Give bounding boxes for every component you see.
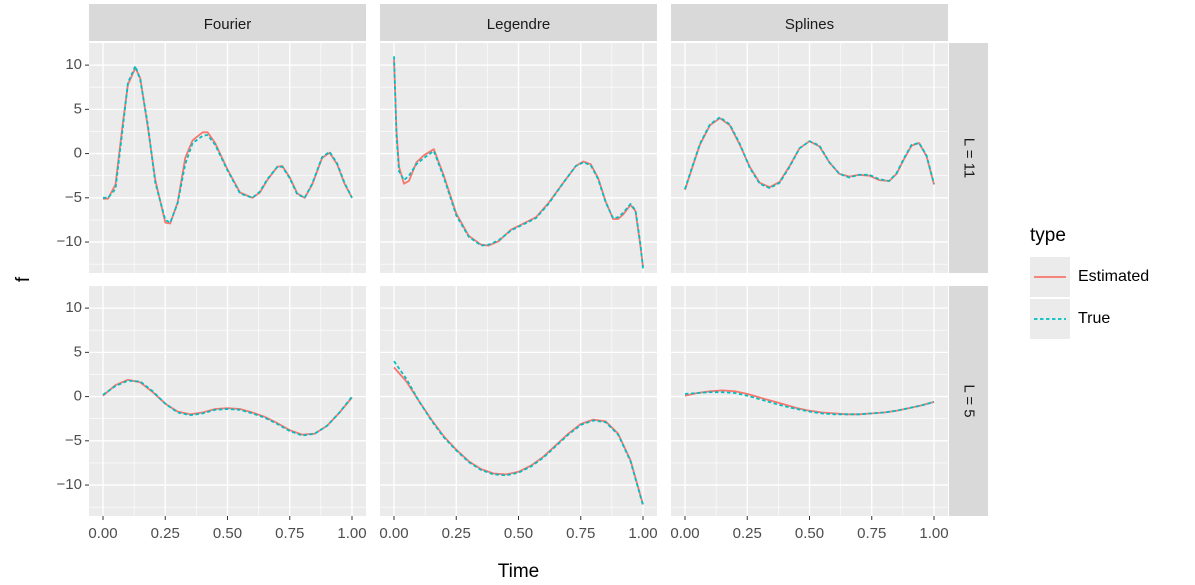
- row-strip-l11: [949, 43, 988, 273]
- x-tick-label: 1.00: [919, 525, 948, 542]
- y-tick-label: −10: [57, 476, 82, 493]
- x-tick-label: 1.00: [337, 525, 366, 542]
- y-tick-label: 10: [65, 56, 82, 73]
- facet-label-legendre: Legendre: [487, 16, 550, 33]
- facet-label-fourier: Fourier: [204, 16, 252, 33]
- x-tick-label: 0.50: [504, 525, 533, 542]
- x-tick-label: 0.50: [795, 525, 824, 542]
- x-tick-label: 0.50: [213, 525, 242, 542]
- facet-strip-legendre: [380, 4, 657, 41]
- x-tick-label: 0.00: [670, 525, 699, 542]
- facet-strip-fourier: [89, 4, 366, 41]
- y-tick-label: −10: [57, 233, 82, 250]
- y-tick-label: −5: [65, 189, 82, 206]
- x-tick-label: 0.75: [275, 525, 304, 542]
- y-tick-label: −5: [65, 432, 82, 449]
- x-axis-title: Time: [498, 561, 540, 582]
- x-tick-label: 1.00: [628, 525, 657, 542]
- y-tick-label: 5: [74, 343, 82, 360]
- y-tick-label: 10: [65, 299, 82, 316]
- series-line-true: [684, 116, 935, 190]
- y-tick-label: 0: [74, 145, 82, 162]
- facet-strip-splines: [671, 4, 948, 41]
- y-axis-title: f: [13, 276, 34, 282]
- y-tick-label: 0: [74, 388, 82, 405]
- legend-label-true: True: [1078, 310, 1110, 327]
- x-tick-label: 0.75: [857, 525, 886, 542]
- legend-label-estimated: Estimated: [1078, 268, 1149, 285]
- x-tick-label: 0.25: [151, 525, 180, 542]
- series-line-true: [102, 379, 353, 437]
- x-tick-label: 0.00: [379, 525, 408, 542]
- facet-label-splines: Splines: [785, 16, 834, 33]
- row-strip-l5: [949, 286, 988, 516]
- x-tick-label: 0.25: [442, 525, 471, 542]
- legend-title: type: [1030, 225, 1066, 246]
- y-tick-label: 5: [74, 100, 82, 117]
- series-line-true: [393, 56, 644, 269]
- x-tick-label: 0.75: [566, 525, 595, 542]
- series-line-estimated: [393, 366, 644, 505]
- x-tick-label: 0.25: [733, 525, 762, 542]
- series-line-true: [103, 65, 353, 224]
- series-line-true: [684, 391, 935, 416]
- row-label-l11: L = 11: [961, 138, 978, 178]
- row-label-l5: L = 5: [961, 384, 978, 417]
- x-tick-label: 0.00: [88, 525, 117, 542]
